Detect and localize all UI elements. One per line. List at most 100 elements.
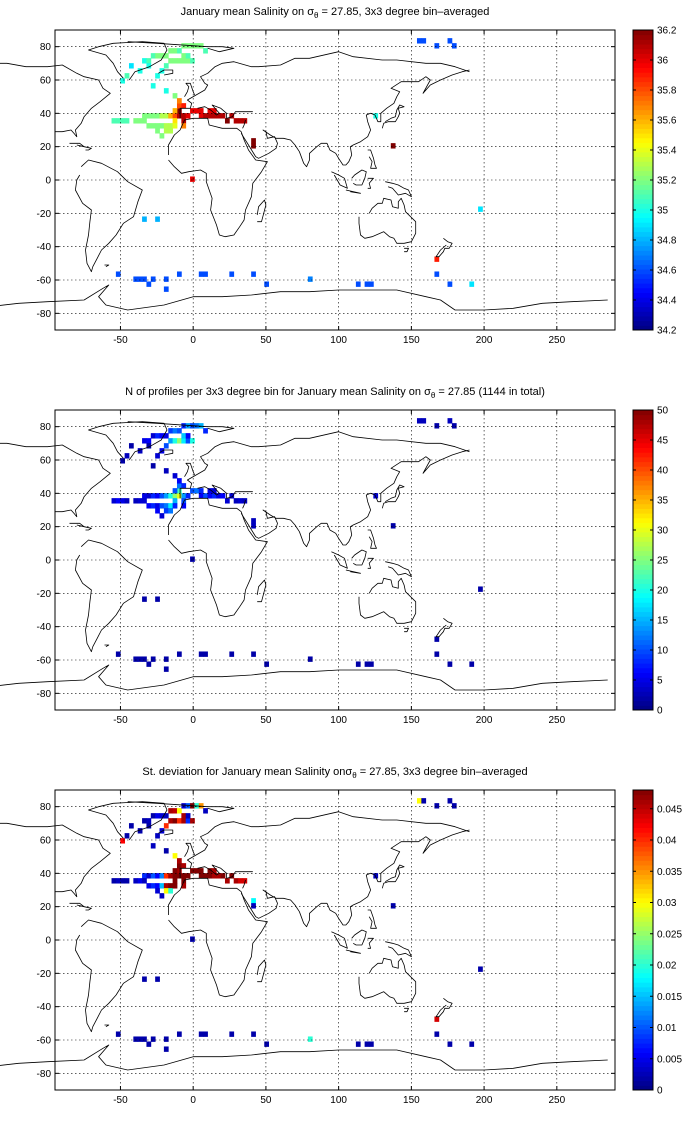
bin-cell: [155, 883, 160, 889]
colorbar-segment: [633, 433, 653, 439]
colorbar: 0 5 10 15 20 25 30 35 40 45 50: [632, 406, 669, 717]
bin-cell: [163, 468, 169, 474]
bin-cell: [163, 1046, 169, 1052]
bin-cell: [264, 661, 270, 667]
colorbar-segment: [633, 236, 653, 242]
bin-cell: [198, 873, 204, 879]
bin-cell: [159, 513, 165, 519]
colorbar-segment: [633, 574, 653, 580]
bin-cell: [207, 868, 213, 874]
coastline: [351, 169, 367, 186]
bin-cell: [137, 656, 143, 662]
bin-cell: [220, 113, 226, 119]
coastline: [367, 937, 374, 949]
colorbar-segment: [633, 517, 653, 523]
bin-cell: [176, 868, 182, 874]
bin-cell: [185, 818, 191, 824]
bin-cell: [124, 878, 130, 884]
bin-cell: [150, 843, 156, 849]
bin-cell: [220, 493, 226, 499]
colorbar-segment: [633, 1005, 653, 1011]
colorbar-segment: [633, 1066, 653, 1072]
bin-cell: [181, 43, 187, 49]
bin-cell: [251, 1031, 256, 1037]
bin-cell: [159, 123, 165, 129]
colorbar-segment: [633, 480, 653, 486]
tick-label-y: -40: [37, 242, 52, 253]
colorbar-segment: [633, 1033, 653, 1039]
bin-cell: [133, 498, 139, 504]
bin-cell: [176, 48, 182, 54]
colorbar-segment: [633, 147, 653, 153]
tick-label-x: 50: [260, 335, 272, 346]
bin-cell: [163, 443, 169, 449]
colorbar-segment: [633, 1075, 653, 1082]
bin-cell: [137, 276, 143, 282]
bin-cell: [181, 113, 187, 119]
tick-label-x: 200: [476, 335, 493, 346]
bin-cell: [146, 58, 152, 64]
bin-cell: [364, 281, 370, 287]
coastline: [367, 909, 377, 929]
tick-label-y: -60: [37, 276, 52, 287]
coastline: [0, 664, 608, 691]
colorbar-segment: [633, 1000, 653, 1007]
bin-cell: [176, 488, 182, 494]
bin-cell: [355, 1041, 361, 1047]
bin-cell: [163, 508, 169, 514]
bin-cell: [207, 108, 213, 114]
colorbar-segment: [633, 902, 653, 908]
bin-cell: [150, 53, 156, 59]
colorbar-segment: [633, 1019, 653, 1025]
coastline: [367, 557, 374, 569]
bin-cell: [176, 438, 182, 444]
colorbar-segment: [633, 935, 653, 941]
tick-label-y: -60: [37, 1036, 52, 1047]
bin-cell: [421, 418, 427, 424]
bin-cell: [434, 423, 440, 429]
bin-cell: [150, 123, 156, 129]
colorbar-tick-label: 0: [657, 706, 663, 717]
colorbar-segment: [633, 649, 653, 655]
tick-label-y: -80: [37, 309, 52, 320]
std-deviation-map: -50 0 50 100 150 200 250 -80 -60 -40 -20 0 20 40 60 80 0…: [0, 789, 682, 1106]
bin-cell: [176, 108, 182, 114]
bin-cell: [203, 113, 208, 119]
bin-cell: [172, 818, 178, 824]
colorbar-segment: [633, 531, 653, 538]
coastline: [331, 551, 348, 569]
colorbar-segment: [633, 165, 653, 172]
std-deviation-panel: St. deviation for January mean Salinity …: [0, 760, 696, 1140]
bin-cell: [163, 123, 169, 129]
bin-cell: [159, 433, 165, 439]
tick-label-y: 0: [45, 176, 51, 187]
bin-cell: [168, 493, 174, 499]
coastline: [0, 822, 111, 898]
coastline: [385, 181, 412, 198]
colorbar-tick-label: 35: [657, 496, 669, 507]
coastline: [0, 284, 608, 311]
colorbar-segment: [633, 44, 653, 50]
colorbar-segment: [633, 259, 653, 265]
colorbar-segment: [633, 930, 653, 936]
bin-cell: [163, 666, 169, 672]
tick-label-y: 40: [40, 109, 52, 120]
bin-cell: [181, 818, 187, 824]
coastline: [197, 104, 253, 119]
bin-cell: [142, 276, 147, 282]
bin-cell: [233, 878, 239, 884]
colorbar-segment: [633, 452, 653, 458]
bin-cell: [163, 128, 169, 134]
bin-cell: [181, 503, 187, 509]
colorbar-tick-label: 35.8: [657, 86, 677, 97]
bin-cell: [207, 113, 213, 119]
colorbar-segment: [633, 72, 653, 78]
colorbar-segment: [633, 874, 653, 880]
bin-cell: [168, 428, 174, 434]
colorbar-segment: [633, 799, 653, 805]
bin-cell: [478, 966, 483, 972]
bin-cell: [168, 48, 174, 54]
colorbar-tick-label: 25: [657, 556, 669, 567]
colorbar-segment: [633, 949, 653, 955]
colorbar-segment: [633, 846, 653, 852]
